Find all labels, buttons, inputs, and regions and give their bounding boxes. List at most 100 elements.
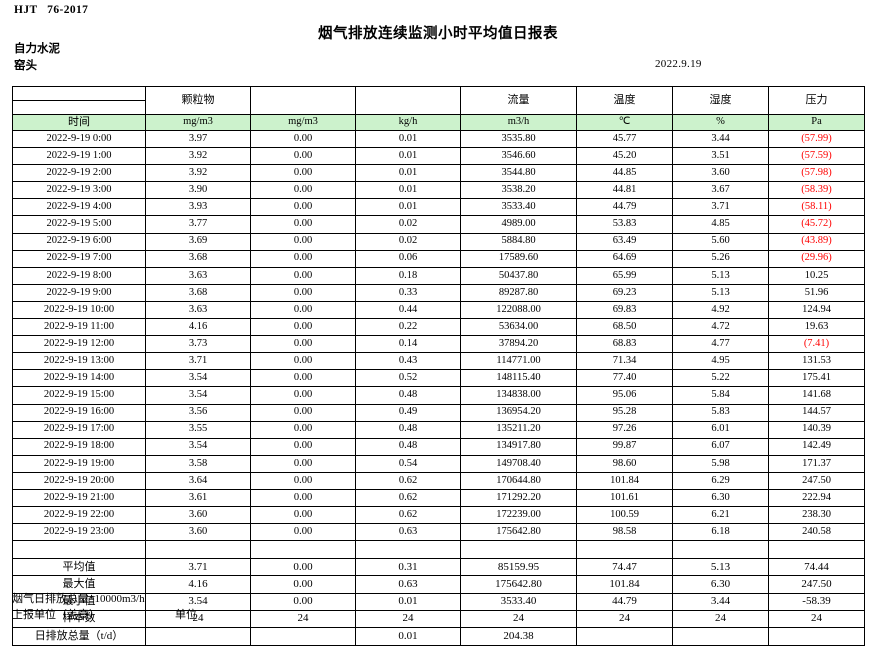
table-row: 2022-9-19 10:00 3.63 0.00 0.44 122088.00 69.8… <box>12 300 865 320</box>
cell-kg-h: 0.06 <box>355 249 461 268</box>
daily-total-temperature <box>576 627 673 646</box>
cell-flow: 122088.00 <box>460 300 577 320</box>
cell-mg-m3: 0.00 <box>250 147 356 166</box>
cell-time: 2022-9-19 20:00 <box>12 471 146 490</box>
cell-pressure: 51.96 <box>768 283 865 302</box>
summary-cell-pressure: 74.44 <box>768 558 865 577</box>
cell-humidity: 4.72 <box>672 318 769 337</box>
cell-dust: 3.73 <box>145 335 251 354</box>
cell-pressure: 131.53 <box>768 352 865 371</box>
cell-kg-h: 0.18 <box>355 266 461 285</box>
table-row: 2022-9-19 3:00 3.90 0.00 0.01 3538.20 44.81 3.… <box>12 181 865 200</box>
cell-dust: 3.93 <box>145 198 251 217</box>
table-row: 2022-9-19 22:00 3.60 0.00 0.62 172239.00 100.… <box>12 506 865 525</box>
cell-kg-h: 0.43 <box>355 352 461 371</box>
cell-temperature: 68.83 <box>576 335 673 354</box>
summary-cell-pressure: -58.39 <box>768 592 865 611</box>
cell-flow: 3546.60 <box>460 147 577 166</box>
cell-time: 2022-9-19 3:00 <box>12 181 146 200</box>
cell-flow: 136954.20 <box>460 403 577 422</box>
cell-mg-m3: 0.00 <box>250 523 356 542</box>
table-row: 2022-9-19 5:00 3.77 0.00 0.02 4989.00 53.83 4.… <box>12 215 865 234</box>
summary-cell-mg-m3: 0.00 <box>250 558 356 577</box>
cell-time: 2022-9-19 19:00 <box>12 454 146 473</box>
cell-pressure: 240.58 <box>768 523 865 542</box>
summary-cell-flow: 24 <box>460 609 577 629</box>
daily-total-row: 日排放总量（t/d） 0.01 204.38 <box>12 627 865 646</box>
header-group-dust: 颗粒物 <box>145 86 251 115</box>
cell-time: 2022-9-19 21:00 <box>12 488 146 508</box>
site-name: 窑头 <box>14 60 37 72</box>
cell-pressure: (58.11) <box>768 198 865 217</box>
cell-flow: 3544.80 <box>460 164 577 183</box>
table-row: 2022-9-19 7:00 3.68 0.00 0.06 17589.60 64.69 5… <box>12 249 865 268</box>
cell-kg-h: 0.54 <box>355 454 461 473</box>
cell-flow: 149708.40 <box>460 454 577 473</box>
cell-mg-m3: 0.00 <box>250 386 356 405</box>
cell-time: 2022-9-19 8:00 <box>12 266 146 285</box>
daily-total-pressure <box>768 627 865 646</box>
cell-pressure: (57.98) <box>768 164 865 183</box>
cell-pressure: 140.39 <box>768 420 865 439</box>
cell-pressure: (58.39) <box>768 181 865 200</box>
daily-total-humidity <box>672 627 769 646</box>
cell-flow: 4989.00 <box>460 215 577 234</box>
header-group-col3 <box>355 86 461 115</box>
header-unit-col2: mg/m3 <box>250 114 356 131</box>
header-unit-pressure: Pa <box>768 114 865 131</box>
cell-temperature: 77.40 <box>576 369 673 388</box>
summary-cell-mg-m3: 24 <box>250 609 356 629</box>
table-row: 2022-9-19 1:00 3.92 0.00 0.01 3546.60 45.20 3.… <box>12 147 865 166</box>
cell-time: 2022-9-19 9:00 <box>12 283 146 302</box>
summary-row: 样本数 24 24 24 24 24 24 24 <box>12 609 865 629</box>
daily-total-label: 日排放总量（t/d） <box>12 627 146 646</box>
cell-kg-h: 0.62 <box>355 471 461 490</box>
cell-temperature: 65.99 <box>576 266 673 285</box>
summary-cell-temperature: 44.79 <box>576 592 673 611</box>
cell-pressure: 171.37 <box>768 454 865 473</box>
cell-flow: 53634.00 <box>460 318 577 337</box>
cell-humidity: 6.01 <box>672 420 769 439</box>
cell-humidity: 3.60 <box>672 164 769 183</box>
spacer-cell <box>355 540 461 560</box>
cell-mg-m3: 0.00 <box>250 488 356 508</box>
cell-humidity: 5.13 <box>672 266 769 285</box>
cell-humidity: 3.44 <box>672 129 769 149</box>
cell-kg-h: 0.44 <box>355 300 461 320</box>
cell-mg-m3: 0.00 <box>250 198 356 217</box>
summary-cell-temperature: 24 <box>576 609 673 629</box>
cell-humidity: 4.95 <box>672 352 769 371</box>
cell-dust: 3.61 <box>145 488 251 508</box>
cell-pressure: 10.25 <box>768 266 865 285</box>
cell-kg-h: 0.02 <box>355 232 461 251</box>
cell-pressure: 142.49 <box>768 437 865 456</box>
cell-flow: 3538.20 <box>460 181 577 200</box>
cell-kg-h: 0.52 <box>355 369 461 388</box>
cell-pressure: (57.59) <box>768 147 865 166</box>
cell-time: 2022-9-19 6:00 <box>12 232 146 251</box>
table-row: 2022-9-19 4:00 3.93 0.00 0.01 3533.40 44.79 3.… <box>12 198 865 217</box>
cell-temperature: 53.83 <box>576 215 673 234</box>
cell-temperature: 68.50 <box>576 318 673 337</box>
header-blank-row: 颗粒物 流量 温度 湿度 压力 <box>12 86 865 115</box>
cell-pressure: (43.89) <box>768 232 865 251</box>
cell-pressure: 141.68 <box>768 386 865 405</box>
spacer-cell <box>250 540 356 560</box>
table-row: 2022-9-19 13:00 3.71 0.00 0.43 114771.00 71.3… <box>12 352 865 371</box>
table-row: 2022-9-19 16:00 3.56 0.00 0.49 136954.20 95.2… <box>12 403 865 422</box>
cell-pressure: (57.99) <box>768 129 865 149</box>
summary-cell-kg-h: 0.31 <box>355 558 461 577</box>
summary-cell-dust: 4.16 <box>145 575 251 594</box>
cell-humidity: 5.83 <box>672 403 769 422</box>
summary-cell-pressure: 24 <box>768 609 865 629</box>
cell-pressure: 175.41 <box>768 369 865 388</box>
table-row: 2022-9-19 11:00 4.16 0.00 0.22 53634.00 68.50… <box>12 318 865 337</box>
cell-dust: 3.55 <box>145 420 251 439</box>
table-header: 颗粒物 流量 温度 湿度 压力 时间 mg/m3 mg/m3 kg/h m3/h <box>12 86 865 131</box>
cell-dust: 3.56 <box>145 403 251 422</box>
summary-cell-kg-h: 0.01 <box>355 592 461 611</box>
cell-time: 2022-9-19 4:00 <box>12 198 146 217</box>
summary-cell-flow: 85159.95 <box>460 558 577 577</box>
cell-humidity: 6.29 <box>672 471 769 490</box>
cell-kg-h: 0.33 <box>355 283 461 302</box>
